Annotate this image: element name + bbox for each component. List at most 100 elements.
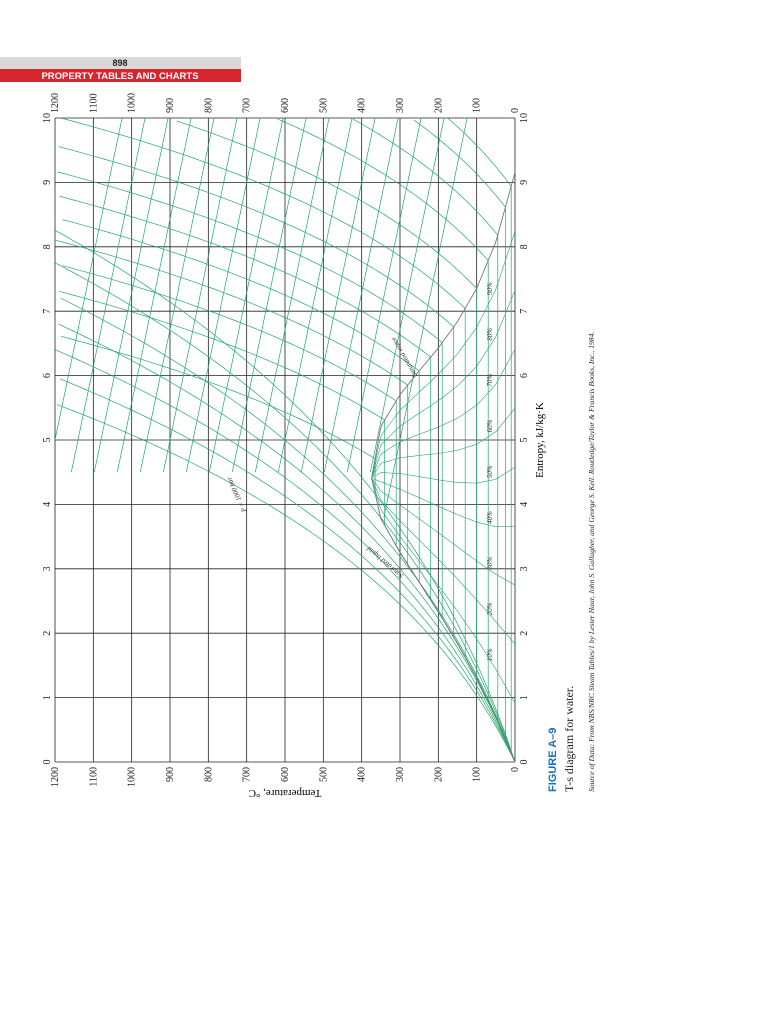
x-tick-label: 8 xyxy=(42,244,53,249)
enthalpy-line xyxy=(300,117,376,473)
quality-line xyxy=(372,478,516,528)
figure-title: T-s diagram for water. xyxy=(562,686,576,792)
y-tick-label: 500 xyxy=(318,98,329,113)
quality-line xyxy=(372,231,516,475)
isobar xyxy=(60,335,514,758)
x-tick-label: 1 xyxy=(519,695,530,700)
page-number: 898 xyxy=(112,58,127,68)
isobar xyxy=(62,265,514,758)
isobar xyxy=(55,239,514,758)
y-tick-label: 1000 xyxy=(127,93,138,113)
y-tick-label: 500 xyxy=(318,767,329,782)
figure-source: Source of Data: From NBS/NRC Steam Table… xyxy=(587,332,596,792)
y-tick-label: 1200 xyxy=(50,93,61,113)
curve-label: Saturated vapor xyxy=(389,335,419,378)
y-tick-label: 700 xyxy=(242,98,253,113)
figure-label: FIGURE A–9 xyxy=(547,728,559,792)
quality-label: 20% xyxy=(486,602,494,615)
isobar xyxy=(59,378,516,763)
isobar xyxy=(62,118,514,758)
saturated-vapor-line xyxy=(371,172,516,479)
curve-label: P = 1000 bar xyxy=(225,475,249,514)
quality-line xyxy=(372,408,516,477)
isobar xyxy=(60,297,516,763)
isobar xyxy=(176,120,514,758)
quality-label: 40% xyxy=(486,511,494,524)
header-band xyxy=(0,57,241,69)
y-tick-label: 900 xyxy=(165,767,176,782)
quality-line xyxy=(372,349,516,477)
saturated-liquid-line xyxy=(371,477,516,763)
quality-label: 10% xyxy=(486,648,494,661)
x-tick-label: 1 xyxy=(42,695,53,700)
quality-line xyxy=(372,290,516,476)
enthalpy-line xyxy=(231,117,307,473)
y-tick-label: 400 xyxy=(357,767,368,782)
isobar xyxy=(277,118,514,758)
quality-line xyxy=(372,480,516,704)
enthalpy-line xyxy=(383,117,468,518)
enthalpy-line xyxy=(93,117,169,473)
x-axis-label: Entropy, kJ/kg·K xyxy=(534,402,546,478)
isobar xyxy=(56,404,516,763)
x-tick-label: 7 xyxy=(519,309,530,314)
header-bar xyxy=(0,69,241,82)
x-tick-label: 5 xyxy=(42,438,53,443)
y-tick-label: 600 xyxy=(280,98,291,113)
quality-label: 90% xyxy=(486,282,494,295)
isobar xyxy=(448,118,514,758)
x-tick-label: 8 xyxy=(519,244,530,249)
x-tick-label: 0 xyxy=(42,760,53,765)
isobar xyxy=(55,349,516,763)
quality-label: 80% xyxy=(486,328,494,341)
x-tick-label: 9 xyxy=(519,180,530,185)
isobar xyxy=(59,195,514,758)
isobar xyxy=(58,146,514,758)
quality-label: 30% xyxy=(486,557,494,571)
enthalpy-line xyxy=(208,117,284,473)
x-tick-label: 3 xyxy=(519,566,530,571)
y-tick-label: 1000 xyxy=(127,767,138,787)
x-tick-label: 4 xyxy=(519,502,530,507)
y-tick-label: 400 xyxy=(357,98,368,113)
x-tick-label: 7 xyxy=(42,309,53,314)
isobar xyxy=(413,119,514,758)
enthalpy-line xyxy=(185,117,261,473)
x-tick-label: 0 xyxy=(519,760,530,765)
enthalpy-line xyxy=(54,117,123,441)
y-tick-label: 1100 xyxy=(88,767,99,787)
x-tick-label: 2 xyxy=(519,631,530,636)
enthalpy-line xyxy=(70,117,146,473)
enthalpy-line xyxy=(254,117,330,473)
isobar xyxy=(58,323,516,763)
x-tick-label: 2 xyxy=(42,631,53,636)
x-tick-label: 6 xyxy=(519,373,530,378)
enthalpy-line xyxy=(139,117,215,473)
x-tick-label: 10 xyxy=(42,113,53,123)
enthalpy-line xyxy=(277,117,353,473)
y-tick-label: 300 xyxy=(395,767,406,782)
x-tick-label: 6 xyxy=(42,373,53,378)
ts-chart: 0010010020020030030040040050050060060070… xyxy=(42,93,546,799)
section-title: PROPERTY TABLES AND CHARTS xyxy=(41,71,198,82)
y-tick-label: 800 xyxy=(203,98,214,113)
x-tick-label: 9 xyxy=(42,180,53,185)
enthalpy-line xyxy=(346,117,422,473)
x-tick-label: 5 xyxy=(519,438,530,443)
quality-line xyxy=(372,479,516,645)
y-tick-label: 200 xyxy=(433,767,444,782)
quality-label: 60% xyxy=(486,419,494,432)
y-tick-label: 600 xyxy=(280,767,291,782)
x-tick-label: 4 xyxy=(42,502,53,507)
curve-label: Saturated liquid xyxy=(365,544,405,580)
quality-line xyxy=(372,478,516,586)
y-tick-label: 100 xyxy=(472,98,483,113)
y-tick-label: 300 xyxy=(395,98,406,113)
y-tick-label: 1200 xyxy=(50,767,61,787)
enthalpy-line xyxy=(323,117,399,473)
enthalpy-line xyxy=(369,117,445,473)
y-tick-label: 100 xyxy=(472,767,483,782)
quality-label: 50% xyxy=(486,465,494,478)
y-tick-label: 900 xyxy=(165,98,176,113)
